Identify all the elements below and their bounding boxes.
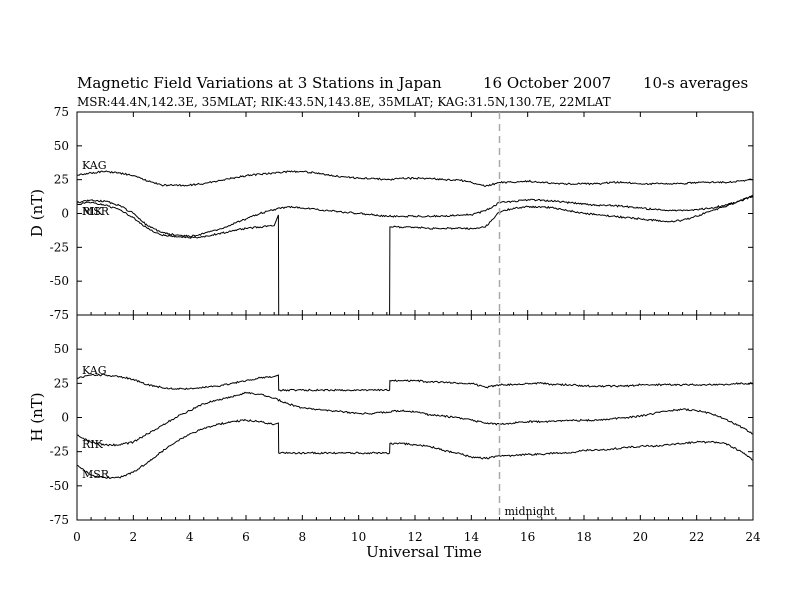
x-tick-label: 16	[520, 530, 535, 544]
series-h-msr-line	[76, 418, 753, 479]
midnight-annotation: midnight	[505, 505, 556, 518]
series-d-msr-line	[76, 195, 754, 238]
panel-h-label-msr: MSR	[82, 468, 110, 481]
panel-h-y-ticks: 50 25 0 -25 -50 -75	[50, 314, 753, 527]
panel-h-ytick-label: -50	[50, 479, 69, 493]
series-d-kag-line	[76, 170, 753, 187]
series-d-rik-line	[76, 195, 754, 316]
chart-header: Magnetic Field Variations at 3 Stations …	[77, 74, 748, 109]
series-h-rik-line	[76, 391, 753, 447]
panel-d-ytick-label: -50	[50, 274, 69, 288]
x-tick-label: 0	[73, 530, 81, 544]
panel-h-label-kag: KAG	[82, 364, 107, 377]
panel-d-y-title: D (nT)	[28, 189, 46, 237]
x-tick-label: 18	[576, 530, 591, 544]
panel-d-frame	[76, 111, 754, 316]
chart-title: Magnetic Field Variations at 3 Stations …	[77, 74, 442, 92]
panel-d-ytick-label: 0	[61, 207, 69, 221]
panel-d-series	[76, 170, 754, 316]
panel-d-ytick-label: 75	[54, 105, 69, 119]
chart-subtitle: MSR:44.4N,142.3E, 35MLAT; RIK:43.5N,143.…	[77, 95, 611, 109]
panel-d-label-kag: KAG	[82, 159, 107, 172]
panel-h-series	[76, 373, 754, 479]
x-tick-label: 2	[130, 530, 138, 544]
panel-h: 50 25 0 -25 -50 -75 H (nT) KAG RIK MSR	[28, 314, 754, 527]
x-tick-label: 4	[186, 530, 194, 544]
x-tick-label: 6	[242, 530, 250, 544]
chart-date: 16 October 2007	[483, 74, 611, 92]
panel-d-ytick-label: -25	[50, 240, 69, 254]
x-tick-label: 22	[689, 530, 704, 544]
x-tick-label: 14	[464, 530, 480, 544]
x-tick-label: 10	[351, 530, 366, 544]
panel-d-label-rik: RIK	[82, 205, 104, 218]
x-tick-label: 8	[299, 530, 307, 544]
x-axis-title: Universal Time	[366, 543, 482, 561]
panel-d-label-msr: MSR	[82, 205, 110, 218]
panel-h-ytick-label: -25	[50, 445, 69, 459]
x-axis: 0 2 4 6 8 10 12 14 16 18 20 22 24	[73, 112, 761, 544]
panel-h-y-title: H (nT)	[28, 392, 46, 441]
panel-d-ytick-label: -75	[50, 308, 69, 322]
panel-h-label-rik: RIK	[82, 438, 104, 451]
panel-h-frame	[76, 314, 754, 521]
panel-h-ytick-label: 0	[61, 411, 69, 425]
panel-d-ytick-label: 50	[54, 139, 69, 153]
panel-h-ytick-label: 25	[54, 376, 69, 390]
panel-h-ytick-label: -75	[50, 513, 69, 527]
panel-h-ytick-label: 50	[54, 342, 69, 356]
chart-averaging: 10-s averages	[643, 74, 748, 92]
x-tick-label: 20	[633, 530, 648, 544]
panel-d-y-ticks: 75 50 25 0 -25 -50 -75	[50, 105, 753, 322]
panel-d-ytick-label: 25	[54, 173, 69, 187]
x-tick-label: 12	[407, 530, 422, 544]
series-h-kag-line	[76, 373, 754, 392]
panel-d: 75 50 25 0 -25 -50 -75 D (nT) KAG MSR RIK	[28, 105, 754, 322]
x-tick-label: 24	[745, 530, 761, 544]
